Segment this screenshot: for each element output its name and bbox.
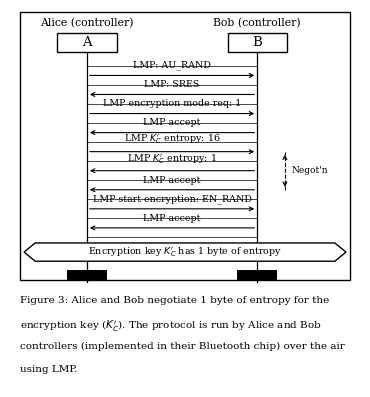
Text: LMP accept: LMP accept bbox=[143, 214, 201, 223]
Text: LMP: SRES: LMP: SRES bbox=[144, 80, 200, 89]
FancyBboxPatch shape bbox=[20, 12, 350, 280]
Text: using LMP.: using LMP. bbox=[20, 365, 78, 374]
Text: Encryption key $K_C^{\prime}$ has 1 byte of entropy: Encryption key $K_C^{\prime}$ has 1 byte… bbox=[88, 245, 282, 259]
Text: Bob (controller): Bob (controller) bbox=[213, 18, 301, 29]
Text: LMP accept: LMP accept bbox=[143, 175, 201, 185]
Polygon shape bbox=[24, 243, 346, 261]
Text: B: B bbox=[252, 36, 262, 48]
Text: LMP accept: LMP accept bbox=[143, 118, 201, 127]
Text: controllers (implemented in their Bluetooth chip) over the air: controllers (implemented in their Blueto… bbox=[20, 342, 345, 351]
Text: LMP $K_C^{\prime}$ entropy: 1: LMP $K_C^{\prime}$ entropy: 1 bbox=[127, 152, 217, 166]
Text: Figure 3: Alice and Bob negotiate 1 byte of entropy for the: Figure 3: Alice and Bob negotiate 1 byte… bbox=[20, 296, 330, 305]
FancyBboxPatch shape bbox=[228, 33, 287, 52]
Text: A: A bbox=[82, 36, 92, 48]
FancyBboxPatch shape bbox=[237, 270, 278, 280]
FancyBboxPatch shape bbox=[67, 270, 107, 280]
Text: LMP start encryption: EN_RAND: LMP start encryption: EN_RAND bbox=[92, 194, 252, 204]
Text: LMP: AU_RAND: LMP: AU_RAND bbox=[133, 61, 211, 70]
Text: Alice (controller): Alice (controller) bbox=[40, 18, 134, 29]
Text: Negot'n: Negot'n bbox=[292, 166, 328, 175]
Text: encryption key ($K_C^{\prime}$). The protocol is run by Alice and Bob: encryption key ($K_C^{\prime}$). The pro… bbox=[20, 319, 322, 334]
Text: LMP encryption mode req: 1: LMP encryption mode req: 1 bbox=[103, 99, 241, 108]
Text: LMP $K_C^{\prime}$ entropy: 16: LMP $K_C^{\prime}$ entropy: 16 bbox=[124, 133, 221, 146]
FancyBboxPatch shape bbox=[57, 33, 117, 52]
